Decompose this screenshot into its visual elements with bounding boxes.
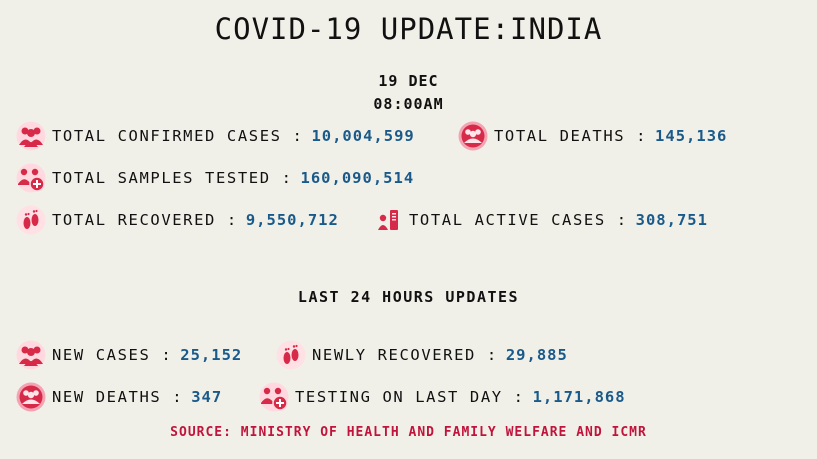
stat-value: 10,004,599 xyxy=(311,127,415,145)
people-deaths-icon xyxy=(16,382,46,412)
stat-label: TOTAL ACTIVE CASES : xyxy=(409,211,628,229)
stat-value: 160,090,514 xyxy=(300,169,415,187)
update-time: 08:00AM xyxy=(373,95,444,113)
stat-value: 9,550,712 xyxy=(245,211,339,229)
stat-label: TOTAL SAMPLES TESTED : xyxy=(52,169,293,187)
people-group-icon xyxy=(16,340,46,370)
footprints-icon xyxy=(16,205,46,235)
stat-total-deaths: TOTAL DEATHS : 145,136 xyxy=(458,120,727,152)
stat-total-confirmed: TOTAL CONFIRMED CASES : 10,004,599 xyxy=(16,120,415,152)
last-24-hours-heading: LAST 24 HOURS UPDATES xyxy=(297,288,520,306)
stat-new-deaths: NEW DEATHS : 347 xyxy=(16,381,222,413)
people-group-icon xyxy=(16,121,46,151)
stat-total-samples: TOTAL SAMPLES TESTED : 160,090,514 xyxy=(16,162,414,194)
stat-total-active: TOTAL ACTIVE CASES : 308,751 xyxy=(373,204,708,236)
stat-value: 1,171,868 xyxy=(532,388,626,406)
stat-value: 347 xyxy=(191,388,223,406)
people-testing-icon xyxy=(259,382,289,412)
stat-label: TOTAL CONFIRMED CASES : xyxy=(52,127,304,145)
stat-value: 308,751 xyxy=(635,211,708,229)
stat-label: NEWLY RECOVERED : xyxy=(312,346,498,364)
footprints-icon xyxy=(276,340,306,370)
stat-value: 145,136 xyxy=(655,127,728,145)
stat-new-cases: NEW CASES : 25,152 xyxy=(16,339,242,371)
page-title: COVID-19 UPDATE:INDIA xyxy=(214,12,603,46)
stat-label: TOTAL DEATHS : xyxy=(494,127,648,145)
stat-label: NEW DEATHS : xyxy=(52,388,184,406)
stat-value: 29,885 xyxy=(505,346,568,364)
people-deaths-icon xyxy=(458,121,488,151)
stat-label: TOTAL RECOVERED : xyxy=(52,211,238,229)
stat-value: 25,152 xyxy=(180,346,243,364)
stat-newly-recovered: NEWLY RECOVERED : 29,885 xyxy=(276,339,568,371)
update-date: 19 DEC xyxy=(378,72,439,90)
stat-total-recovered: TOTAL RECOVERED : 9,550,712 xyxy=(16,204,339,236)
stat-label: NEW CASES : xyxy=(52,346,173,364)
people-testing-icon xyxy=(16,163,46,193)
stat-testing-last-day: TESTING ON LAST DAY : 1,171,868 xyxy=(259,381,626,413)
stat-label: TESTING ON LAST DAY : xyxy=(295,388,525,406)
active-cases-icon xyxy=(373,205,403,235)
source-note: SOURCE: MINISTRY OF HEALTH AND FAMILY WE… xyxy=(170,425,647,440)
